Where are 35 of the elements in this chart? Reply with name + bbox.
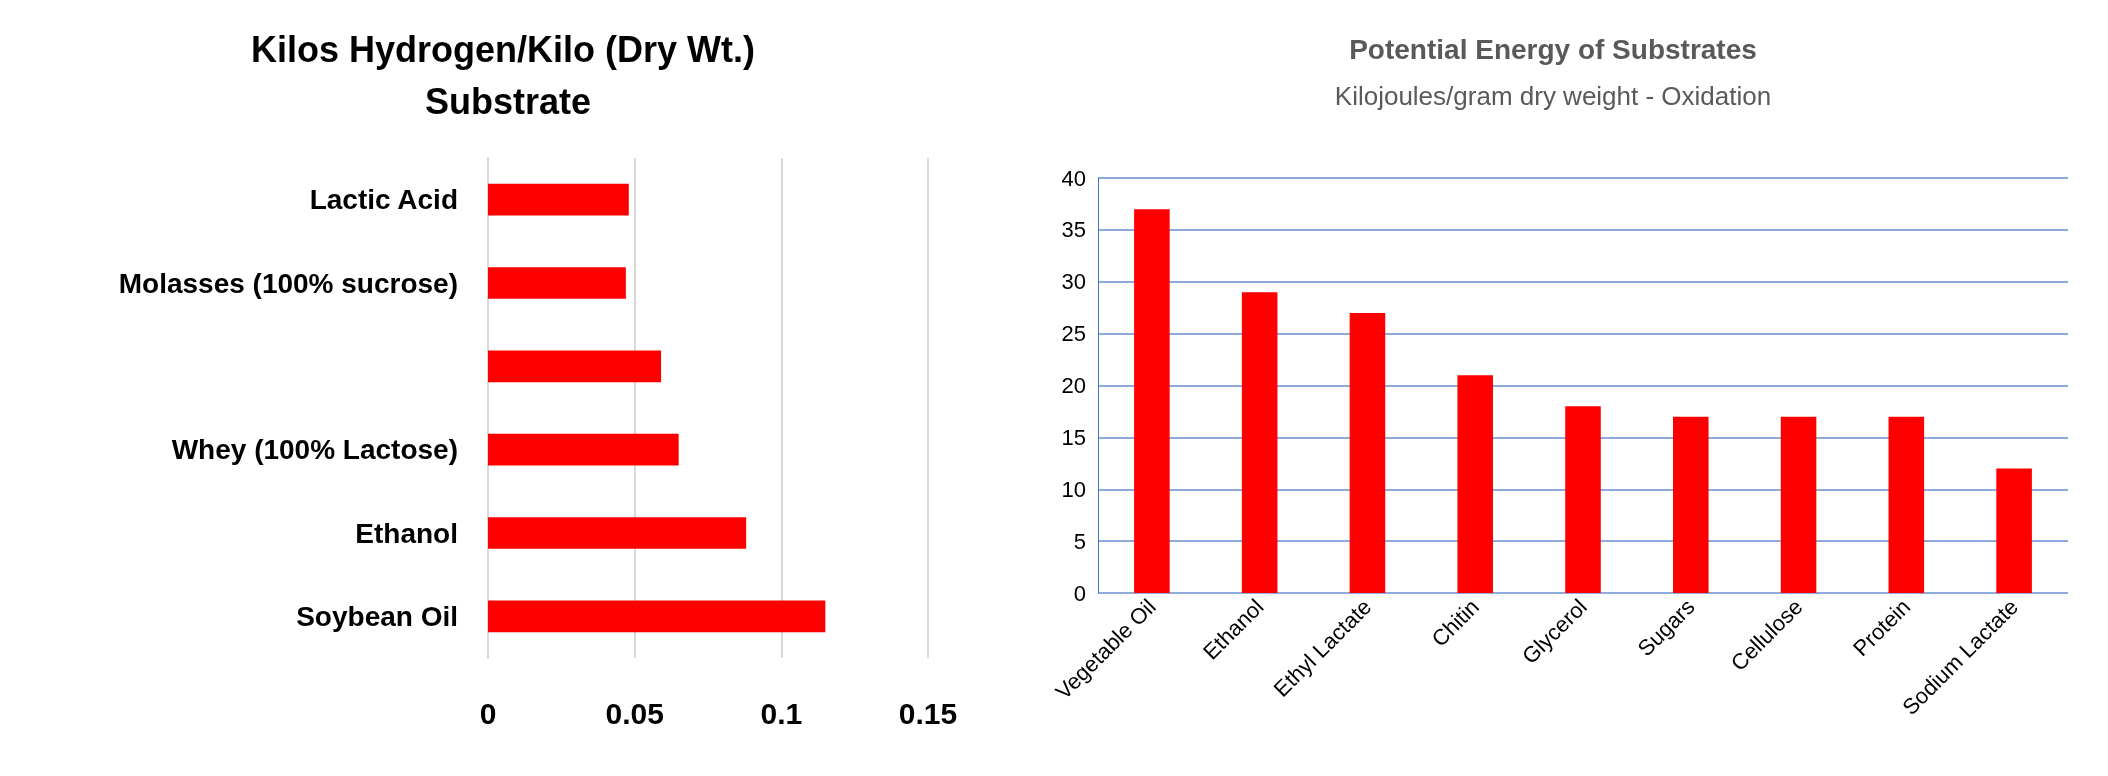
bar <box>1457 375 1494 593</box>
chart-title: Potential Energy of Substrates <box>1349 33 1757 65</box>
x-tick-label: 0 <box>479 696 497 730</box>
bar <box>1780 416 1817 593</box>
bar <box>1349 312 1386 593</box>
bar <box>488 600 826 633</box>
chart-subtitle: Kilojoules/gram dry weight - Oxidation <box>1334 81 1772 111</box>
y-tick-label: 10 <box>1061 476 1086 502</box>
y-tick-label: 20 <box>1061 373 1086 398</box>
x-tick-label: 0.15 <box>898 696 958 730</box>
bar <box>1241 292 1278 593</box>
y-tick-label: 25 <box>1061 321 1086 347</box>
bar <box>1672 416 1709 593</box>
y-tick-label: Soybean Oil <box>296 600 458 632</box>
y-tick-label: Ethanol <box>355 517 458 549</box>
y-tick-label: 15 <box>1061 424 1086 450</box>
y-tick-label: 35 <box>1061 217 1086 243</box>
bar <box>1888 416 1925 593</box>
bar <box>488 183 629 216</box>
bar <box>1134 209 1170 593</box>
y-tick-label: 5 <box>1073 528 1086 554</box>
bar <box>488 350 662 383</box>
bar <box>1565 406 1601 593</box>
y-tick-label: Whey (100% Lactose) <box>171 434 458 466</box>
y-tick-label: 30 <box>1061 269 1086 295</box>
y-tick-label: 40 <box>1061 165 1086 191</box>
y-tick-label: Lactic Acid <box>309 184 458 216</box>
bar <box>488 267 626 299</box>
bar <box>488 433 679 466</box>
chart-title: Kilos Hydrogen/Kilo (Dry Wt.) Substrate <box>250 28 766 122</box>
y-tick-label: Molasses (100% sucrose) <box>118 267 458 299</box>
x-tick-label: 0.1 <box>760 696 803 730</box>
x-tick-label: 0.05 <box>605 696 664 730</box>
bar <box>1996 468 2032 593</box>
bar <box>488 517 747 549</box>
